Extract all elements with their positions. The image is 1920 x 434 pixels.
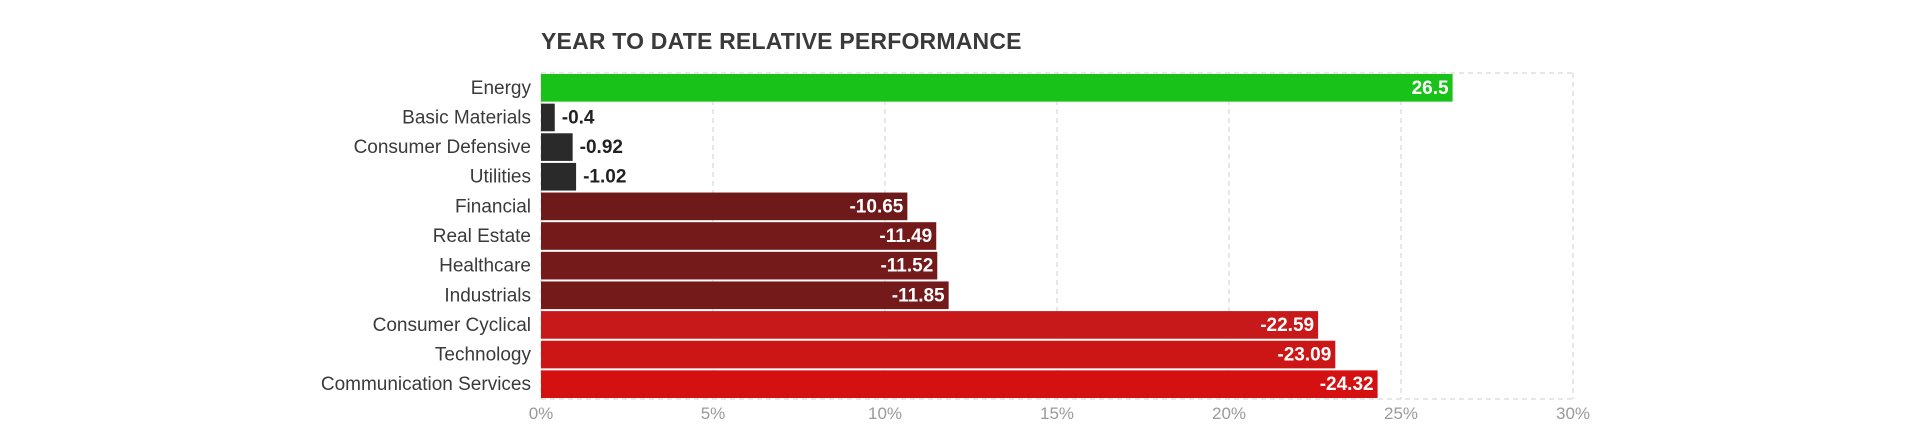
value-label: 26.5	[1412, 78, 1449, 99]
category-label: Utilities	[470, 167, 531, 188]
bar	[541, 74, 1453, 102]
bars: Energy 26.5 Basic Materials -0.4 Consumer De…	[321, 74, 1453, 398]
x-tick-label: 0%	[529, 404, 554, 423]
category-label: Financial	[455, 196, 531, 217]
category-label: Industrials	[444, 285, 531, 306]
value-label: -11.49	[879, 226, 932, 247]
x-axis: 0% 5% 10% 15% 20% 25% 30%	[529, 404, 1590, 423]
x-tick-label: 25%	[1384, 404, 1418, 423]
bar	[541, 162, 577, 191]
category-label: Technology	[435, 345, 532, 366]
value-label: -24.32	[1320, 374, 1374, 395]
value-label: -23.09	[1277, 345, 1331, 366]
bar	[541, 281, 949, 310]
x-tick-label: 10%	[868, 404, 902, 423]
category-label: Basic Materials	[402, 107, 531, 128]
bar	[541, 370, 1378, 398]
grid	[540, 72, 1574, 400]
category-label: Energy	[471, 78, 532, 99]
value-label: -1.02	[583, 167, 626, 188]
bar	[541, 251, 938, 280]
bar	[541, 103, 555, 132]
category-label: Healthcare	[439, 256, 531, 277]
category-label: Consumer Cyclical	[373, 315, 531, 336]
bar	[541, 192, 908, 221]
x-tick-label: 30%	[1556, 404, 1590, 423]
chart-title: YEAR TO DATE RELATIVE PERFORMANCE	[541, 28, 1022, 54]
value-label: -22.59	[1260, 315, 1314, 336]
category-label: Communication Services	[321, 374, 531, 395]
x-tick-label: 20%	[1212, 404, 1246, 423]
bar	[541, 133, 573, 161]
x-tick-label: 5%	[701, 404, 726, 423]
category-label: Consumer Defensive	[354, 137, 531, 158]
value-label: -11.52	[880, 256, 933, 277]
value-label: -10.65	[849, 196, 903, 217]
value-label: -0.4	[562, 107, 595, 128]
value-label: -0.92	[580, 137, 623, 158]
bar	[541, 222, 937, 250]
category-label: Real Estate	[433, 226, 531, 247]
x-tick-label: 15%	[1040, 404, 1074, 423]
value-label: -11.85	[892, 285, 945, 306]
bar	[541, 340, 1336, 369]
bar	[541, 311, 1319, 339]
